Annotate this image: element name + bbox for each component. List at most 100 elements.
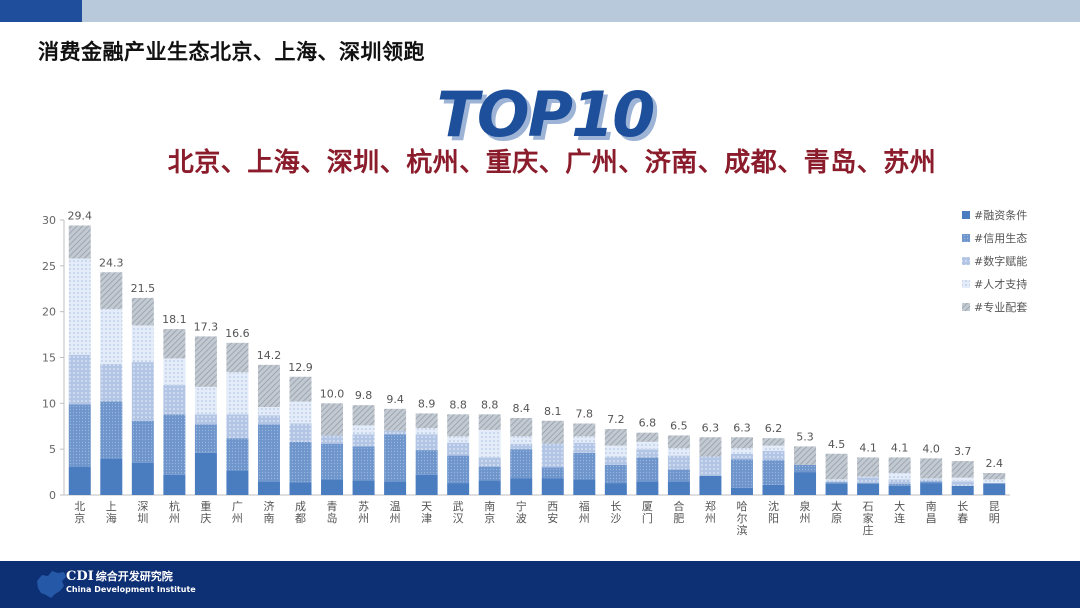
bar-total-label: 7.2 <box>607 413 625 426</box>
bar-segment <box>384 430 407 435</box>
top10-city-list: 北京、上海、深圳、杭州、重庆、广州、济南、成都、青岛、苏州 <box>167 148 937 178</box>
bar-segment <box>983 479 1006 484</box>
x-category-label-char: 肥 <box>673 512 684 525</box>
x-category-label-char: 州 <box>232 512 243 525</box>
bar-segment <box>699 437 722 457</box>
bar-segment <box>730 437 753 449</box>
bar-total-label: 9.4 <box>386 393 404 406</box>
x-category-label-char: 南 <box>263 512 274 525</box>
x-category-label-char: 西 <box>547 500 558 513</box>
bar-total-label: 4.1 <box>891 441 909 454</box>
china-map-icon <box>37 571 66 598</box>
bar-segment <box>415 450 438 475</box>
bar-total-label: 5.3 <box>796 430 814 443</box>
bar-segment <box>983 483 1006 484</box>
bar-total-label: 4.5 <box>828 438 846 451</box>
bar-segment <box>920 479 943 482</box>
bar-total-label: 8.8 <box>449 398 467 411</box>
bar-segment <box>478 457 501 467</box>
x-category-label-char: 泉 <box>800 499 811 513</box>
bar-segment <box>604 483 627 495</box>
bar-segment <box>131 420 154 463</box>
bar-total-label: 7.8 <box>576 408 594 421</box>
bar-segment <box>100 272 123 309</box>
legend-swatch <box>962 280 970 288</box>
legend-label: #人才支持 <box>974 277 1027 291</box>
bar-segment <box>888 473 911 480</box>
bar-segment <box>415 474 438 495</box>
bar-segment <box>100 363 123 402</box>
chart-bars <box>68 225 1006 495</box>
x-category-label-char: 重 <box>200 499 211 513</box>
x-category-label-char: 圳 <box>137 512 148 525</box>
bar-segment <box>510 418 533 437</box>
bar-segment <box>100 458 123 495</box>
x-category-label-char: 武 <box>453 500 464 513</box>
bar-segment <box>447 483 470 495</box>
bar-segment <box>226 414 249 439</box>
x-category-label-char: 州 <box>800 512 811 525</box>
bar-segment <box>825 480 848 483</box>
bar-segment <box>68 466 91 495</box>
bar-total-label: 17.3 <box>194 320 219 333</box>
x-category-label-char: 州 <box>390 512 401 525</box>
x-category-label-char: 州 <box>705 512 716 525</box>
x-category-label-char: 沈 <box>768 499 779 513</box>
bar-segment <box>636 481 659 495</box>
bar-segment <box>68 404 91 467</box>
chart-labels: 29.4 北京 24.3 上海 21.5 深圳 18.1 杭州 17.3 重庆 16.6 广州 14.2… <box>68 210 1003 538</box>
bar-segment <box>194 452 217 495</box>
bar-total-label: 8.4 <box>512 402 530 415</box>
bar-segment <box>352 434 375 447</box>
bar-segment <box>163 385 186 415</box>
bar-segment <box>163 329 186 359</box>
legend-swatch <box>962 211 970 219</box>
x-category-label-char: 青 <box>327 500 338 513</box>
bar-total-label: 8.9 <box>418 397 436 410</box>
x-category-label-char: 大 <box>894 499 905 513</box>
x-category-label-char: 太 <box>831 500 842 513</box>
org-abbr: CDI <box>66 569 94 584</box>
header-bar <box>82 0 1080 22</box>
bar-segment <box>415 434 438 451</box>
x-category-label-char: 北 <box>74 500 85 513</box>
bar-total-label: 29.4 <box>68 210 93 223</box>
x-category-label-char: 温 <box>390 500 401 513</box>
bar-segment <box>573 479 596 495</box>
bar-segment <box>730 459 753 488</box>
footer-logo: CDI 综合开发研究院 <box>66 568 173 584</box>
bar-total-label: 10.0 <box>320 387 345 400</box>
y-tick-label: 10 <box>42 397 56 410</box>
bar-total-label: 3.7 <box>954 445 972 458</box>
bar-segment <box>920 458 943 479</box>
x-category-label-char: 京 <box>74 511 85 525</box>
org-name-en: China Development Institute <box>66 585 196 594</box>
bar-total-label: 24.3 <box>99 256 124 269</box>
x-category-label-char: 深 <box>137 500 148 513</box>
bar-segment <box>447 442 470 456</box>
x-category-label-char: 济 <box>263 499 274 513</box>
bar-total-label: 6.8 <box>639 417 657 430</box>
bar-total-label: 6.5 <box>670 419 688 432</box>
bar-segment <box>257 364 280 407</box>
stacked-bar-chart: 0 5 10 15 20 25 30 29.4 北京 24.3 上海 21.5 深圳 18.1 杭州 17.… <box>42 208 1027 538</box>
x-category-label-char: 成 <box>295 500 306 513</box>
x-category-label-char: 天 <box>421 500 432 513</box>
bar-segment <box>888 457 911 473</box>
bar-segment <box>541 443 564 468</box>
bar-segment <box>888 479 911 484</box>
header-accent-bar <box>0 0 82 22</box>
bar-segment <box>352 405 375 426</box>
bar-segment <box>321 443 344 480</box>
x-category-label-char: 长 <box>610 500 621 513</box>
x-category-label-char: 庄 <box>863 523 874 537</box>
bar-segment <box>510 436 533 444</box>
bar-segment <box>131 325 154 363</box>
x-category-label-char: 长 <box>957 500 968 513</box>
bar-segment <box>951 477 974 482</box>
bar-segment <box>794 464 817 473</box>
bar-segment <box>257 424 280 482</box>
bar-segment <box>794 472 817 495</box>
x-category-label-char: 杭 <box>169 499 180 513</box>
org-name-cn: 综合开发研究院 <box>95 570 173 583</box>
